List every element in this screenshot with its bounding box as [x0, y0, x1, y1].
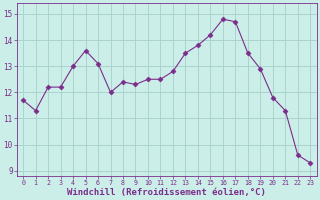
X-axis label: Windchill (Refroidissement éolien,°C): Windchill (Refroidissement éolien,°C)	[67, 188, 266, 197]
